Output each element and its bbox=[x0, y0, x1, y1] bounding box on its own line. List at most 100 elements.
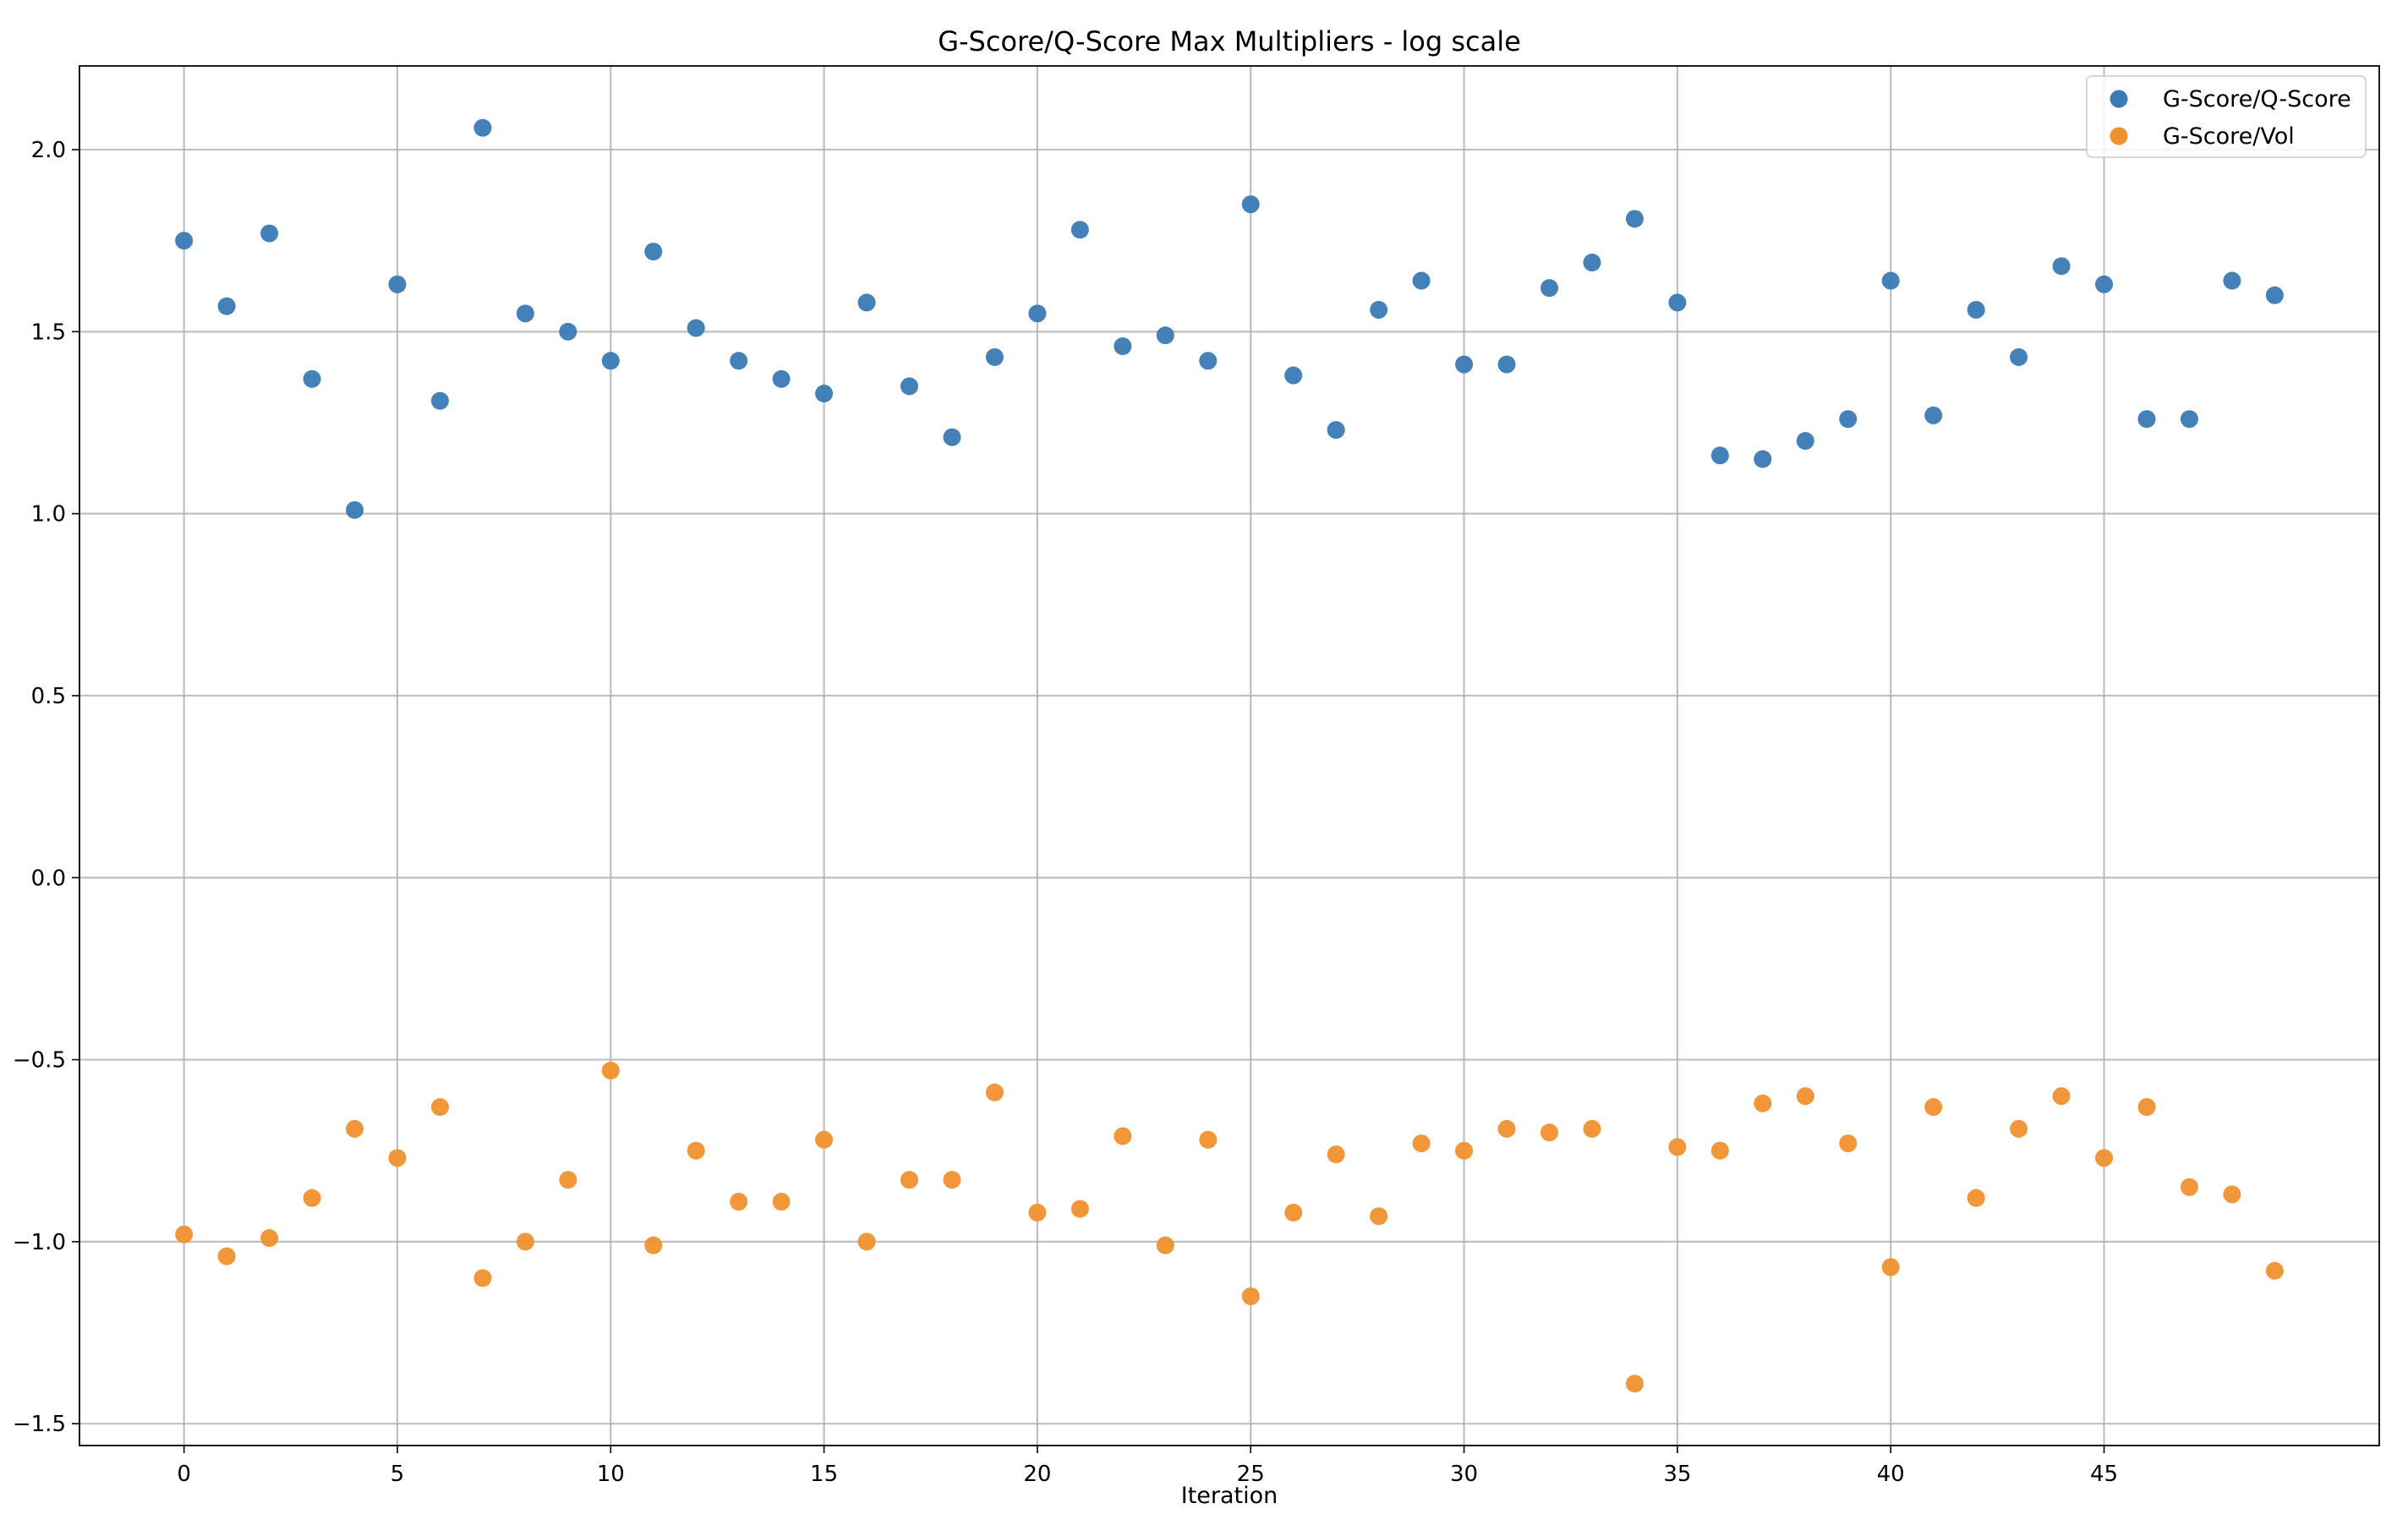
scatter-point bbox=[1540, 1123, 1558, 1142]
scatter-point bbox=[1156, 1236, 1174, 1254]
scatter-point bbox=[559, 1171, 577, 1189]
scatter-point bbox=[2180, 1178, 2198, 1196]
scatter-point bbox=[388, 275, 407, 293]
scatter-point bbox=[1370, 1207, 1388, 1226]
x-tick-label: 40 bbox=[1877, 1462, 1905, 1487]
scatter-point bbox=[1668, 1138, 1687, 1156]
x-axis-label: Iteration bbox=[1181, 1483, 1278, 1509]
scatter-point bbox=[1455, 355, 1474, 374]
scatter-point bbox=[1924, 1098, 1943, 1117]
scatter-point bbox=[730, 352, 748, 370]
legend: G-Score/Q-Score G-Score/Vol bbox=[2086, 75, 2367, 158]
scatter-point bbox=[303, 369, 321, 388]
x-tick-label: 25 bbox=[1237, 1462, 1265, 1487]
scatter-point bbox=[1881, 271, 1900, 290]
scatter-point bbox=[815, 385, 834, 403]
data-points bbox=[175, 118, 2284, 1393]
scatter-point bbox=[388, 1149, 407, 1167]
scatter-point bbox=[516, 304, 534, 323]
y-tick-label: 1.0 bbox=[31, 502, 66, 527]
x-tick-label: 5 bbox=[391, 1462, 405, 1487]
scatter-point bbox=[943, 1171, 961, 1189]
scatter-point bbox=[900, 377, 919, 396]
legend-label: G-Score/Q-Score bbox=[2163, 86, 2351, 112]
scatter-point bbox=[1710, 446, 1729, 465]
scatter-point bbox=[2137, 1098, 2156, 1117]
x-tick-label: 20 bbox=[1023, 1462, 1051, 1487]
series-g-score-q-score bbox=[175, 118, 2284, 519]
scatter-point bbox=[1796, 1087, 1814, 1106]
scatter-point bbox=[1497, 1119, 1516, 1138]
scatter-point bbox=[1114, 1127, 1132, 1145]
scatter-point bbox=[601, 1061, 620, 1079]
scatter-point bbox=[1881, 1258, 1900, 1276]
scatter-point bbox=[175, 232, 194, 250]
scatter-point bbox=[1199, 1130, 1218, 1149]
plot-frame bbox=[79, 65, 2380, 1446]
scatter-point bbox=[1028, 304, 1047, 323]
scatter-point bbox=[1241, 195, 1260, 214]
x-tick-label: 10 bbox=[597, 1462, 625, 1487]
y-tick-label: −1.5 bbox=[13, 1412, 66, 1437]
scatter-point bbox=[260, 1229, 279, 1248]
scatter-point bbox=[857, 1233, 876, 1251]
scatter-point bbox=[1070, 221, 1089, 239]
scatter-point bbox=[1284, 1203, 1303, 1222]
scatter-point bbox=[1327, 1145, 1345, 1164]
scatter-point bbox=[2095, 1149, 2114, 1167]
scatter-point bbox=[1070, 1200, 1089, 1218]
scatter-point bbox=[687, 319, 705, 337]
scatter-point bbox=[772, 369, 791, 388]
scatter-point bbox=[1583, 1119, 1601, 1138]
scatter-point bbox=[2265, 1261, 2284, 1280]
y-tick-label: −1.0 bbox=[13, 1230, 66, 1255]
x-tick-label: 35 bbox=[1663, 1462, 1691, 1487]
scatter-point bbox=[1668, 293, 1687, 312]
y-tick-label: −0.5 bbox=[13, 1048, 66, 1074]
scatter-point bbox=[1156, 326, 1174, 345]
scatter-point bbox=[1796, 432, 1814, 451]
scatter-point bbox=[1114, 337, 1132, 356]
chart-title: G-Score/Q-Score Max Multipliers - log sc… bbox=[938, 25, 1521, 57]
scatter-point bbox=[2052, 257, 2071, 276]
scatter-point bbox=[687, 1141, 705, 1160]
y-tick-label: 2.0 bbox=[31, 138, 66, 163]
scatter-point bbox=[644, 243, 663, 261]
scatter-point bbox=[1028, 1203, 1047, 1222]
scatter-point bbox=[1710, 1141, 1729, 1160]
scatter-point bbox=[985, 347, 1004, 366]
axis-ticks: 0 5 10 15 20 25 30 35 40 45 −1.5 −1.0 −0.5 0.0 0.5 1.0 1… bbox=[13, 138, 2118, 1487]
scatter-point bbox=[1839, 1134, 1858, 1153]
scatter-point bbox=[2010, 1119, 2028, 1138]
scatter-point bbox=[1199, 352, 1218, 370]
scatter-point bbox=[303, 1189, 321, 1207]
x-tick-label: 0 bbox=[177, 1462, 191, 1487]
scatter-point bbox=[1284, 366, 1303, 385]
scatter-point bbox=[260, 224, 279, 243]
scatter-point bbox=[1412, 271, 1431, 290]
scatter-point bbox=[345, 500, 364, 519]
scatter-point bbox=[1967, 301, 1985, 320]
scatter-point bbox=[1625, 210, 1644, 228]
x-tick-label: 15 bbox=[810, 1462, 838, 1487]
legend-marker bbox=[2110, 90, 2128, 108]
scatter-point bbox=[1327, 421, 1345, 440]
scatter-point bbox=[1455, 1141, 1474, 1160]
scatter-point bbox=[2137, 410, 2156, 429]
scatter-point bbox=[1241, 1287, 1260, 1305]
scatter-point bbox=[601, 352, 620, 370]
scatter-point bbox=[1370, 301, 1388, 320]
scatter-point bbox=[473, 118, 492, 137]
scatter-point bbox=[2223, 271, 2241, 290]
y-tick-label: 1.5 bbox=[31, 320, 66, 345]
scatter-point bbox=[2010, 347, 2028, 366]
scatter-point bbox=[1540, 279, 1558, 298]
grid-lines bbox=[79, 66, 2379, 1446]
x-tick-label: 30 bbox=[1450, 1462, 1478, 1487]
scatter-point bbox=[217, 1247, 236, 1265]
scatter-point bbox=[175, 1225, 194, 1243]
scatter-point bbox=[430, 391, 449, 410]
